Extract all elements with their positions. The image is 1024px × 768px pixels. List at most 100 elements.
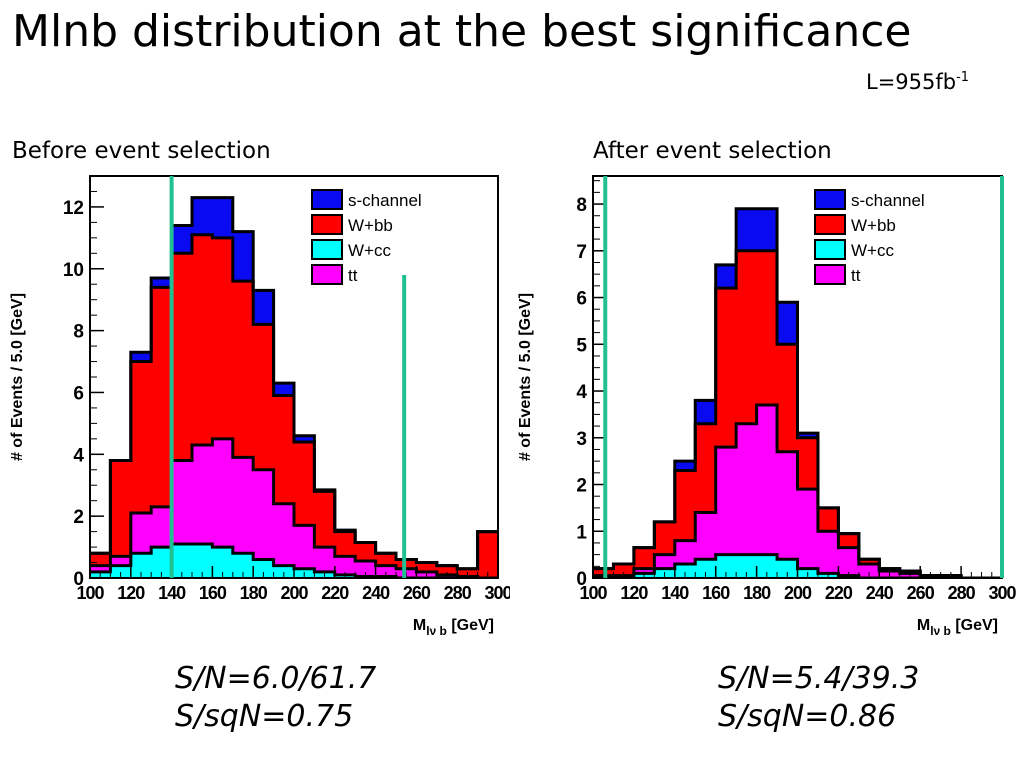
luminosity-superscript: -1 (956, 70, 970, 85)
bar-wcc (130, 553, 152, 578)
x-tick-label: 280 (444, 583, 472, 603)
x-tick-label: 240 (866, 583, 894, 603)
legend-swatch (311, 239, 343, 260)
bar-wcc (777, 559, 798, 578)
y-tick-label: 12 (63, 198, 84, 219)
y-tick-label: 0 (576, 569, 587, 590)
bar-wcc (253, 559, 275, 578)
bar-wcc (715, 554, 737, 578)
bar-tt (736, 423, 758, 578)
y-tick-label: 3 (576, 429, 587, 450)
bar-tt (797, 489, 819, 578)
slide-title: Mlnb distribution at the best significan… (12, 6, 912, 57)
bar-wcc (756, 554, 778, 578)
x-tick-label: 180 (743, 583, 771, 603)
bar-tt (355, 560, 377, 578)
legend-label: tt (851, 266, 861, 285)
after-selection-label: After event selection (593, 138, 832, 164)
x-tick-label: 140 (661, 583, 689, 603)
y-tick-label: 6 (73, 383, 84, 404)
x-tick-label: 220 (825, 583, 853, 603)
legend-label: s-channel (348, 191, 422, 210)
legend-swatch (814, 264, 846, 285)
x-axis-label: Mlν b [GeV] (917, 617, 998, 638)
bar-wcc (695, 559, 717, 578)
x-tick-label: 240 (362, 583, 390, 603)
bar-tt (817, 531, 839, 578)
legend-swatch (814, 214, 846, 235)
bar-tt (777, 451, 798, 578)
x-tick-label: 160 (702, 583, 730, 603)
bar-tt (858, 563, 880, 578)
y-tick-label: 4 (73, 445, 84, 466)
bar-wbb (477, 531, 498, 578)
x-tick-label: 120 (620, 583, 648, 603)
legend-label: W+bb (348, 216, 393, 235)
bar-tt (232, 457, 254, 578)
y-axis-label: # of Events / 5.0 [GeV] (9, 293, 26, 461)
y-tick-label: 10 (63, 260, 84, 281)
x-tick-label: 140 (158, 583, 186, 603)
bar-wcc (212, 547, 234, 578)
legend-label: W+cc (851, 241, 894, 260)
y-tick-label: 6 (576, 289, 587, 310)
after-selection-stats: S/N=5.4/39.3 S/sqN=0.86 (718, 660, 919, 736)
outline-schannel (90, 196, 498, 571)
before-selection-label: Before event selection (12, 138, 271, 164)
after-selection-histogram: 0 1 2 3 4 5 6 7 8 100 120 140 160 180 200 220 240 260 280 3… (517, 175, 1017, 638)
bar-tt (756, 405, 778, 578)
bar-tt (294, 525, 315, 578)
y-tick-label: 8 (73, 322, 84, 343)
y-tick-label: 0 (73, 569, 84, 590)
x-tick-label: 200 (784, 583, 812, 603)
x-tick-label: 100 (76, 583, 104, 603)
x-tick-label: 220 (321, 583, 349, 603)
bar-tt (838, 547, 860, 578)
bar-tt (273, 503, 295, 578)
bar-tt (375, 565, 397, 578)
bar-tt (314, 547, 336, 578)
y-tick-label: 7 (576, 242, 587, 263)
x-tick-label: 260 (907, 583, 935, 603)
x-tick-label: 300 (988, 583, 1016, 603)
bar-wcc (232, 553, 254, 578)
luminosity-value: L=955fb (866, 70, 957, 94)
y-axis-label: # of Events / 5.0 [GeV] (517, 293, 534, 461)
before-signal-noise: S/N=6.0/61.7 (175, 661, 377, 696)
y-tick-label: 2 (73, 507, 84, 528)
legend-swatch (814, 239, 846, 260)
legend-label: W+cc (348, 241, 391, 260)
legend-swatch (311, 189, 343, 210)
legend-swatch (814, 189, 846, 210)
legend-label: tt (348, 266, 358, 285)
x-tick-label: 100 (579, 583, 607, 603)
before-selection-histogram: 0 2 4 6 8 10 12 100 120 140 160 180 200 220 240 260 280 3… (9, 175, 510, 638)
x-tick-label: 280 (948, 583, 976, 603)
bar-tt (334, 556, 356, 578)
bar-wcc (171, 543, 193, 578)
x-tick-label: 300 (484, 583, 510, 603)
y-tick-label: 2 (576, 476, 587, 497)
legend-label: W+bb (851, 216, 896, 235)
y-tick-label: 5 (576, 335, 587, 356)
bar-wcc (674, 563, 696, 578)
bar-tt (715, 447, 737, 578)
stacked-histogram (593, 207, 1002, 578)
bar-wcc (192, 543, 213, 578)
y-tick-label: 8 (576, 195, 587, 216)
legend-swatch (311, 214, 343, 235)
bar-wcc (736, 554, 758, 578)
stacked-histogram (90, 196, 498, 578)
bar-tt (212, 438, 234, 578)
after-signal-noise: S/N=5.4/39.3 (718, 661, 920, 696)
outline-tt (90, 437, 498, 578)
luminosity-label: L=955fb-1 (866, 70, 969, 94)
x-axis-label: Mlν b [GeV] (413, 617, 494, 638)
y-tick-label: 1 (576, 522, 587, 543)
y-tick-label: 4 (576, 382, 587, 403)
bar-wcc (110, 565, 132, 578)
x-tick-label: 160 (199, 583, 227, 603)
before-significance: S/sqN=0.75 (175, 699, 354, 734)
legend-swatch (311, 264, 343, 285)
legend-label: s-channel (851, 191, 925, 210)
